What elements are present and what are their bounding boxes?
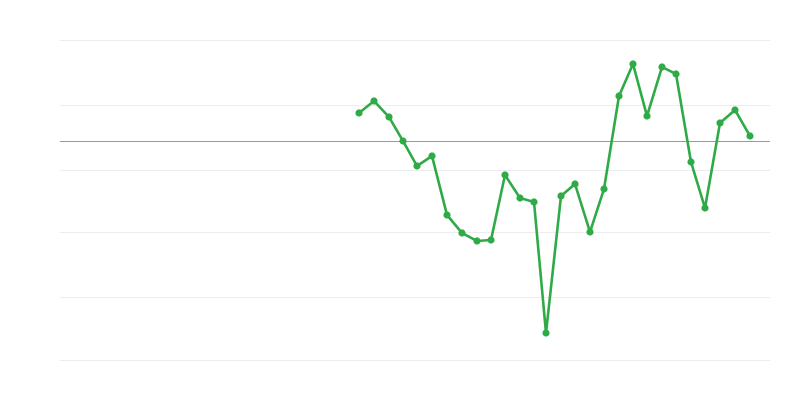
data-point[interactable] xyxy=(473,237,481,245)
series-line xyxy=(357,62,752,335)
data-point[interactable] xyxy=(615,92,623,100)
data-series xyxy=(357,62,752,335)
data-point[interactable] xyxy=(385,113,393,121)
data-point[interactable] xyxy=(672,70,680,78)
data-point[interactable] xyxy=(370,97,378,105)
data-point[interactable] xyxy=(530,198,538,206)
data-point[interactable] xyxy=(516,194,524,202)
data-point[interactable] xyxy=(586,228,594,236)
data-point[interactable] xyxy=(443,211,451,219)
data-point[interactable] xyxy=(428,152,436,160)
data-point[interactable] xyxy=(355,109,363,117)
data-point[interactable] xyxy=(399,137,407,145)
data-point[interactable] xyxy=(487,236,495,244)
data-point[interactable] xyxy=(557,192,565,200)
data-point[interactable] xyxy=(746,132,754,140)
grid-lines xyxy=(60,40,770,361)
data-point[interactable] xyxy=(629,60,637,68)
data-point[interactable] xyxy=(731,106,739,114)
data-point[interactable] xyxy=(542,329,550,337)
data-point[interactable] xyxy=(643,112,651,120)
data-point[interactable] xyxy=(658,63,666,71)
data-point[interactable] xyxy=(687,158,695,166)
data-point[interactable] xyxy=(701,204,709,212)
data-point[interactable] xyxy=(501,171,509,179)
data-point[interactable] xyxy=(413,162,421,170)
data-point[interactable] xyxy=(600,185,608,193)
data-point[interactable] xyxy=(716,119,724,127)
data-point[interactable] xyxy=(458,229,466,237)
data-point-markers xyxy=(355,60,754,337)
data-point[interactable] xyxy=(571,180,579,188)
